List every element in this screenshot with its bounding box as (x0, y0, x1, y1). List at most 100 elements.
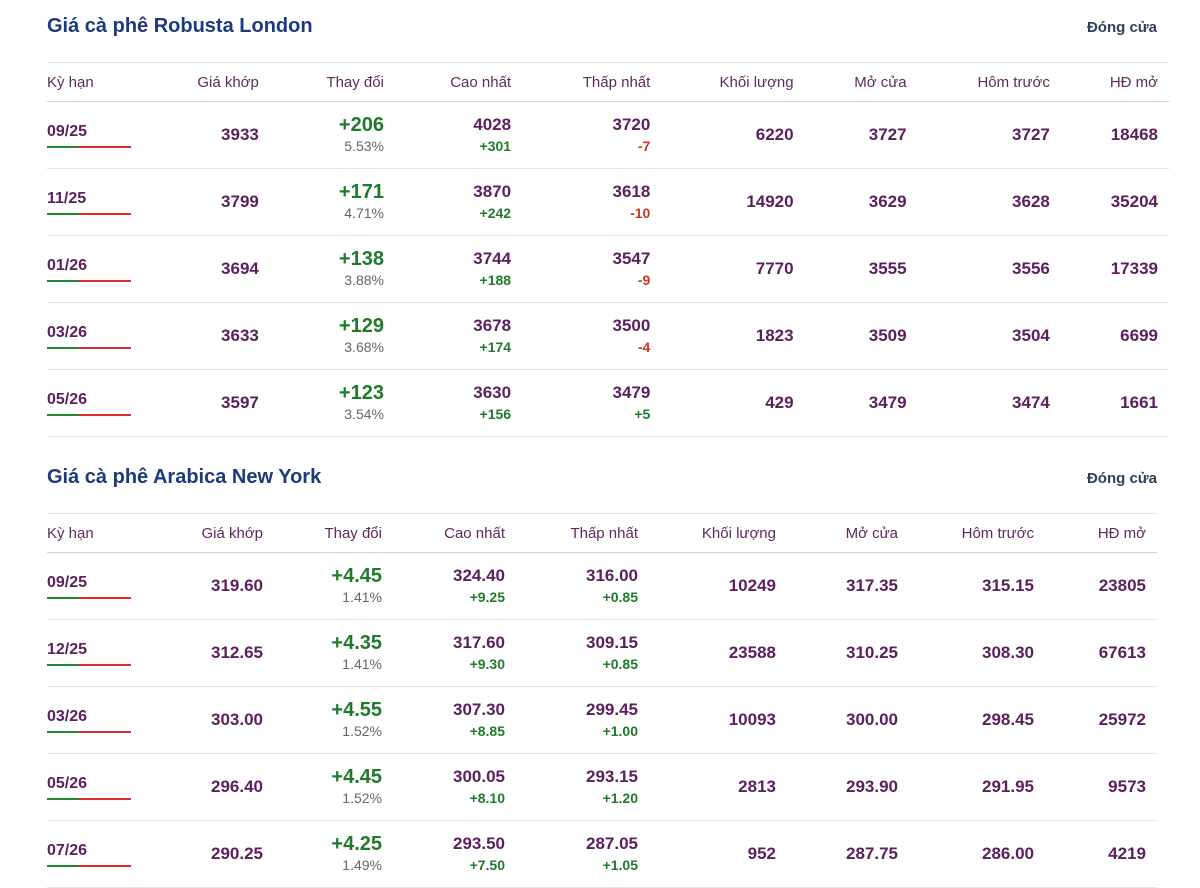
term-label[interactable]: 05/26 (47, 775, 88, 792)
change-cell: +4.25 1.49% (263, 820, 382, 888)
oi-cell: 17339 (1049, 235, 1169, 303)
price-cell: 3799 (139, 168, 259, 236)
high-change: +8.10 (469, 790, 505, 806)
term-cell[interactable]: 03/26 (47, 302, 140, 370)
open-cell: 310.25 (776, 619, 898, 687)
table-row[interactable]: 12/25 312.65 +4.35 1.41% 317.60 +9.30 309.15 +0… (47, 619, 1157, 687)
header-prev[interactable]: Hôm trước (906, 62, 1050, 102)
change-cell: +4.45 1.52% (263, 753, 382, 821)
term-label[interactable]: 09/25 (47, 574, 88, 591)
high-cell: 324.40 +9.25 (382, 552, 505, 620)
term-cell[interactable]: 09/25 (47, 552, 139, 620)
high-cell: 3678 +174 (383, 302, 512, 370)
change-percent: 1.52% (342, 723, 382, 739)
price-cell: 312.65 (139, 619, 263, 687)
header-high[interactable]: Cao nhất (382, 513, 505, 553)
header-change[interactable]: Thay đổi (258, 62, 384, 102)
header-prev[interactable]: Hôm trước (898, 513, 1034, 553)
header-open[interactable]: Mở cửa (776, 513, 898, 553)
term-label[interactable]: 12/25 (47, 641, 88, 658)
term-cell[interactable]: 11/25 (47, 168, 140, 236)
term-cell[interactable]: 01/26 (47, 235, 140, 303)
term-cell[interactable]: 05/26 (47, 369, 140, 437)
table-row[interactable]: 09/25 3933 +206 5.53% 4028 +301 3720 -7 6220 3727… (47, 101, 1169, 169)
change-cell: +4.55 1.52% (263, 686, 382, 754)
header-volume[interactable]: Khối lượng (638, 513, 776, 553)
low-change: -7 (637, 138, 651, 154)
term-label[interactable]: 11/25 (47, 190, 87, 207)
change-value: +4.45 (331, 565, 382, 587)
change-percent: 3.88% (344, 272, 384, 288)
open-cell: 3727 (793, 101, 907, 169)
price-range-bar (47, 213, 131, 215)
term-label[interactable]: 07/26 (47, 842, 88, 859)
low-change: -10 (630, 205, 651, 221)
price-cell: 296.40 (139, 753, 263, 821)
term-label[interactable]: 03/26 (47, 324, 88, 341)
high-change: +301 (479, 138, 512, 154)
table-row[interactable]: 07/26 290.25 +4.25 1.49% 293.50 +7.50 287.05 +1… (47, 820, 1157, 888)
table-row[interactable]: 05/26 296.40 +4.45 1.52% 300.05 +8.10 293.15 +1… (47, 753, 1157, 821)
table-row[interactable]: 03/26 3633 +129 3.68% 3678 +174 3500 -4 1823 3509… (47, 302, 1169, 370)
term-label[interactable]: 03/26 (47, 708, 88, 725)
change-percent: 1.49% (342, 857, 382, 873)
term-cell[interactable]: 03/26 (47, 686, 139, 754)
oi-cell: 1661 (1049, 369, 1169, 437)
header-oi[interactable]: HĐ mở (1049, 62, 1169, 102)
change-percent: 3.68% (344, 339, 384, 355)
change-value: +129 (338, 315, 384, 337)
change-value: +138 (338, 248, 384, 270)
term-label[interactable]: 01/26 (47, 257, 88, 274)
table-row[interactable]: 09/25 319.60 +4.45 1.41% 324.40 +9.25 316.00 +0… (47, 552, 1157, 620)
term-cell[interactable]: 09/25 (47, 101, 140, 169)
table-row[interactable]: 01/26 3694 +138 3.88% 3744 +188 3547 -9 7770 3555… (47, 235, 1169, 303)
price-range-bar (47, 146, 131, 148)
open-cell: 3509 (793, 302, 907, 370)
header-volume[interactable]: Khối lượng (650, 62, 794, 102)
low-cell: 293.15 +1.20 (505, 753, 638, 821)
table-row[interactable]: 05/26 3597 +123 3.54% 3630 +156 3479 +5 429 3479 3… (47, 369, 1169, 437)
low-value: 293.15 (586, 767, 638, 786)
high-cell: 317.60 +9.30 (382, 619, 505, 687)
price-range-bar (47, 597, 131, 599)
oi-cell: 35204 (1049, 168, 1169, 236)
price-range-bar (47, 731, 131, 733)
price-range-bar (47, 865, 131, 867)
price-cell: 290.25 (139, 820, 263, 888)
table-row[interactable]: 11/25 3799 +171 4.71% 3870 +242 3618 -10 14920 36… (47, 168, 1169, 236)
header-change[interactable]: Thay đổi (263, 513, 382, 553)
low-change: +0.85 (602, 589, 638, 605)
header-price[interactable]: Giá khớp (139, 62, 259, 102)
low-cell: 309.15 +0.85 (505, 619, 638, 687)
low-cell: 287.05 +1.05 (505, 820, 638, 888)
term-label[interactable]: 05/26 (47, 391, 88, 408)
high-cell: 300.05 +8.10 (382, 753, 505, 821)
prev-cell: 3556 (906, 235, 1050, 303)
change-cell: +138 3.88% (258, 235, 384, 303)
low-change: -9 (637, 272, 651, 288)
open-cell: 293.90 (776, 753, 898, 821)
header-low[interactable]: Thấp nhất (511, 62, 651, 102)
volume-cell: 2813 (638, 753, 776, 821)
low-value: 3720 (612, 115, 651, 134)
change-percent: 4.71% (344, 205, 384, 221)
term-cell[interactable]: 12/25 (47, 619, 139, 687)
change-value: +206 (338, 114, 384, 136)
term-cell[interactable]: 07/26 (47, 820, 139, 888)
term-cell[interactable]: 05/26 (47, 753, 139, 821)
term-label[interactable]: 09/25 (47, 123, 88, 140)
table-row[interactable]: 03/26 303.00 +4.55 1.52% 307.30 +8.85 299.45 +1… (47, 686, 1157, 754)
high-value: 3744 (473, 249, 512, 268)
prev-cell: 3474 (906, 369, 1050, 437)
header-price[interactable]: Giá khớp (139, 513, 263, 553)
header-open[interactable]: Mở cửa (793, 62, 907, 102)
header-low[interactable]: Thấp nhất (505, 513, 638, 553)
high-value: 3630 (473, 383, 512, 402)
high-value: 300.05 (453, 767, 505, 786)
header-oi[interactable]: HĐ mở (1034, 513, 1157, 553)
header-term[interactable]: Kỳ hạn (47, 513, 139, 553)
low-change: -4 (637, 339, 651, 355)
oi-cell: 18468 (1049, 101, 1169, 169)
header-term[interactable]: Kỳ hạn (47, 62, 140, 102)
header-high[interactable]: Cao nhất (383, 62, 512, 102)
